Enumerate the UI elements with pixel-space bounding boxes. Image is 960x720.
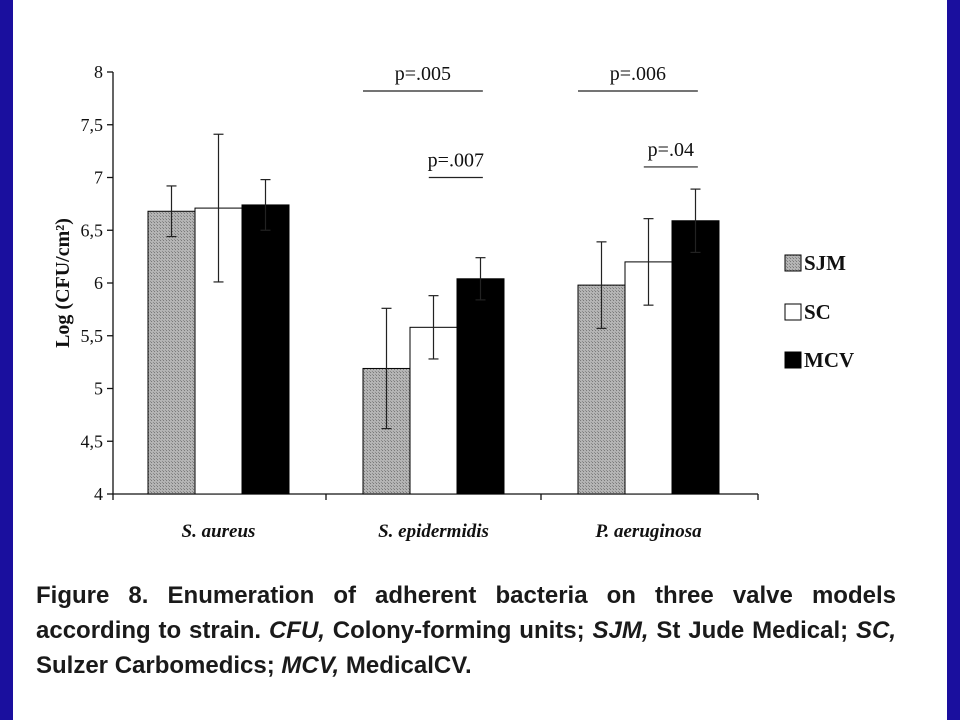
caption-text: Enumeration of adherent bacteria on thre… [36,582,896,644]
caption-label: Figure 8. [36,582,149,609]
y-tick-label: 6 [94,273,103,293]
caption-sc-abbr: SC, [856,617,897,644]
bar-mcv [671,220,720,495]
x-tick-label: S. epidermidis [378,521,489,542]
legend-label-sjm: SJM [804,251,846,275]
x-tick-label: P. aeruginosa [594,521,702,542]
p-value-label: p=.04 [648,139,694,161]
caption-sc-def: Sulzer Carbomedics; [36,652,282,679]
y-tick-label: 7,5 [81,115,104,135]
legend-swatch-sjm [784,254,802,272]
plot-area: 4 4,5 5 5,5 6 6,5 7 7,5 8 Log (CFU/cm²) S. aureus S… [52,62,759,542]
bar-mcv [456,278,505,495]
caption-cfu-def: Colony-forming units; [324,617,593,644]
legend-label-mcv: MCV [804,348,854,372]
caption-mcv-abbr: MCV, [281,652,340,679]
p-value-label: p=.005 [395,63,451,85]
y-tick-label: 4,5 [81,431,104,451]
legend-label-sc: SC [804,300,831,324]
y-tick-label: 5,5 [81,326,104,346]
caption-cfu-abbr: CFU, [268,617,325,644]
y-tick-label: 7 [94,168,103,188]
caption-sjm-def: St Jude Medical; [648,617,856,644]
legend: SJM SC MCV [784,251,854,372]
figure-caption: Figure 8. Enumeration of adherent bacter… [36,578,896,683]
caption-sjm-abbr: SJM, [592,617,649,644]
bar-chart: 4 4,5 5 5,5 6 6,5 7 7,5 8 Log (CFU/cm²) S. aureus S… [52,62,854,542]
y-axis-label: Log (CFU/cm²) [52,218,74,348]
legend-swatch-mcv [784,351,802,369]
bar-sjm [147,210,196,495]
bar-mcv [241,204,290,495]
p-value-label: p=.006 [610,63,666,85]
x-tick-label: S. aureus [182,521,256,542]
slide-frame: 4 4,5 5 5,5 6 6,5 7 7,5 8 Log (CFU/cm²) S. aureus S… [13,0,947,720]
y-tick-label: 6,5 [81,220,104,240]
y-tick-label: 8 [94,62,103,82]
legend-swatch-sc [784,303,802,321]
y-tick-label: 5 [94,379,103,399]
caption-mcv-def: MedicalCV. [339,652,472,679]
p-value-label: p=.007 [428,150,484,172]
y-tick-label: 4 [94,484,103,504]
